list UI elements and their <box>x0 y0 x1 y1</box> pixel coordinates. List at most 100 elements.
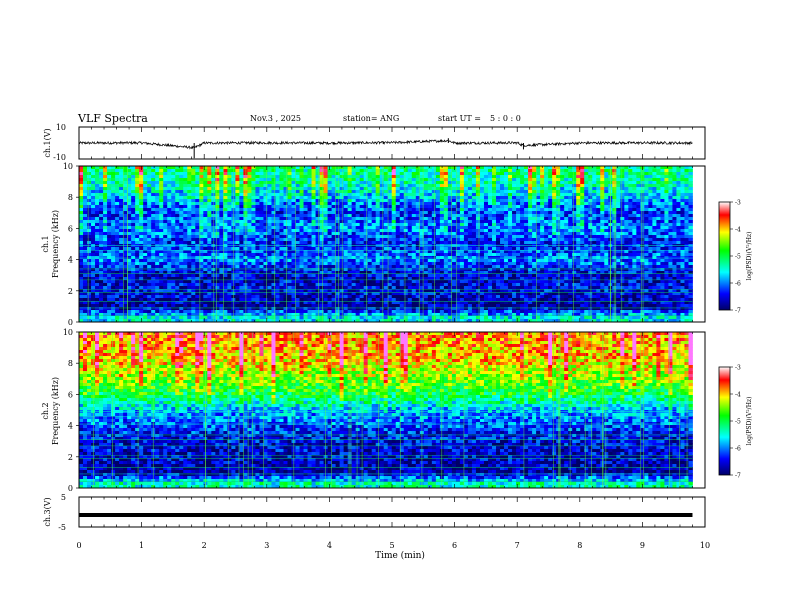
ch1-spec-cell <box>283 247 287 250</box>
ch1-spec-cell <box>175 298 179 301</box>
ch1-spec-cell <box>203 220 207 223</box>
ch1-spec-cell <box>111 235 115 238</box>
ch1-spec-cell <box>424 304 428 307</box>
ch1-spec-cell <box>111 295 115 298</box>
ch1-spec-cell <box>428 211 432 214</box>
ch1-spec-cell <box>404 310 408 313</box>
ch1-spec-cell <box>316 175 320 178</box>
ch1-spec-cell <box>352 175 356 178</box>
ch1-spec-cell <box>400 178 404 181</box>
ch1-spec-cell <box>356 223 360 226</box>
ch1-spec-cell <box>271 280 275 283</box>
ch1-spec-cell <box>191 283 195 286</box>
ch1-spec-cell <box>207 283 211 286</box>
ch1-spec-cell <box>203 253 207 256</box>
ch1-spec-cell <box>155 217 159 220</box>
ch1-spec-cell <box>187 202 191 205</box>
ch1-spec-cell <box>372 205 376 208</box>
ch1-spec-cell <box>364 196 368 199</box>
ch1-spec-cell <box>163 238 167 241</box>
ch1-spec-cell <box>239 283 243 286</box>
ch1-spec-cell <box>159 196 163 199</box>
ch1-spec-cell <box>340 265 344 268</box>
ch1-spec-cell <box>324 256 328 259</box>
ch1-spec-cell <box>139 205 143 208</box>
ch1-spec-cell <box>227 223 231 226</box>
ch1-spec-cell <box>267 265 271 268</box>
ch1-spec-cell <box>292 187 296 190</box>
ch1-spec-cell <box>259 295 263 298</box>
ch1-spec-cell <box>167 169 171 172</box>
ch1-spec-cell <box>420 256 424 259</box>
ch1-spec-cell <box>267 184 271 187</box>
ch1-spec-cell <box>412 196 416 199</box>
ch1-spec-cell <box>316 223 320 226</box>
ch1-spec-cell <box>179 259 183 262</box>
ch1-spec-cell <box>103 235 107 238</box>
ch1-spec-cell <box>195 229 199 232</box>
ch1-spec-cell <box>360 232 364 235</box>
ch1-spec-cell <box>87 175 91 178</box>
ch1-spec-cell <box>304 238 308 241</box>
ch1-spec-cell <box>380 304 384 307</box>
ch1-spec-cell <box>219 256 223 259</box>
ch1-spec-cell <box>115 190 119 193</box>
ch1-spec-cell <box>279 169 283 172</box>
ch1-spec-cell <box>368 184 372 187</box>
ch1-spec-cell <box>324 298 328 301</box>
ch1-spec-cell <box>316 298 320 301</box>
ch1-spec-cell <box>384 211 388 214</box>
ch1-spec-cell <box>115 238 119 241</box>
ch1-spec-cell <box>348 268 352 271</box>
ch1-spec-cell <box>304 235 308 238</box>
ch1-spec-cell <box>219 187 223 190</box>
ch1-spec-cell <box>219 286 223 289</box>
ch1-spec-cell <box>271 202 275 205</box>
ch1-spec-cell <box>131 274 135 277</box>
ch1-spec-cell <box>147 181 151 184</box>
ch1-spec-cell <box>392 202 396 205</box>
ch1-spec-cell <box>408 193 412 196</box>
ch1-spec-cell <box>352 247 356 250</box>
ch1-spec-cell <box>440 316 444 319</box>
ch1-spec-cell <box>251 265 255 268</box>
ch1-spec-cell <box>352 211 356 214</box>
ch1-spec-cell <box>163 205 167 208</box>
ch1-spec-cell <box>167 295 171 298</box>
ch1-spec-cell <box>436 229 440 232</box>
ch1-spec-cell <box>139 286 143 289</box>
ch1-spec-cell <box>215 295 219 298</box>
ch1-spec-cell <box>368 190 372 193</box>
ch1-spec-cell <box>344 247 348 250</box>
ch1-spec-cell <box>175 283 179 286</box>
ch1-spec-cell <box>271 196 275 199</box>
ch1-spec-cell <box>420 205 424 208</box>
ch1-spec-cell <box>412 208 416 211</box>
ch1-spec-cell <box>308 193 312 196</box>
ch1-spec-cell <box>159 220 163 223</box>
ch1-spec-cell <box>171 199 175 202</box>
ch1-spec-cell <box>283 310 287 313</box>
ch1-spec-cell <box>175 274 179 277</box>
ch1-spec-cell <box>167 310 171 313</box>
ch1-spec-cell <box>247 220 251 223</box>
ch1-spec-cell <box>119 178 123 181</box>
ch1-spec-cell <box>251 166 255 169</box>
ch1-spec-cell <box>263 178 267 181</box>
ch1-spec-cell <box>251 274 255 277</box>
ch1-spec-cell <box>283 193 287 196</box>
ch1-spec-cell <box>191 241 195 244</box>
ch1-spec-cell <box>279 184 283 187</box>
ch1-spec-cell <box>320 172 324 175</box>
ch1-spec-cell <box>179 193 183 196</box>
ch1-spec-cell <box>179 172 183 175</box>
ch1-spec-cell <box>255 223 259 226</box>
ch1-spec-cell <box>87 217 91 220</box>
ch1-spec-cell <box>203 283 207 286</box>
ch1-spec-cell <box>444 220 448 223</box>
ch1-spec-cell <box>103 202 107 205</box>
ch1-spec-cell <box>380 235 384 238</box>
ch1-spec-cell <box>336 187 340 190</box>
ch1-spec-cell <box>292 265 296 268</box>
ch1-spec-cell <box>352 226 356 229</box>
